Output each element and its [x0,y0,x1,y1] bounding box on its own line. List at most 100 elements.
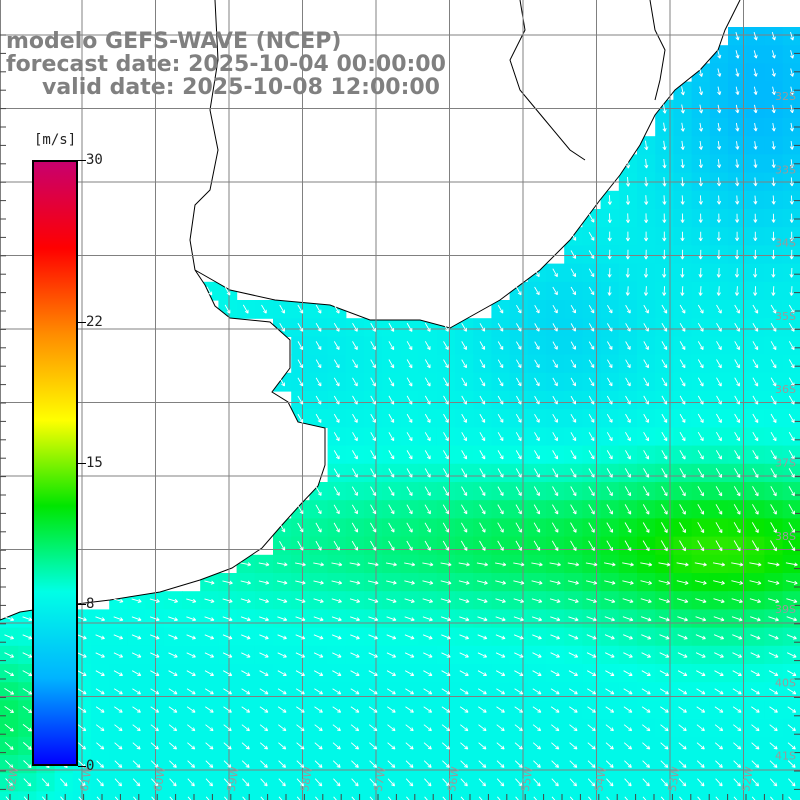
wind-arrow [423,760,432,768]
wind-arrow [132,688,141,695]
wind-arrow [224,286,231,296]
wind-arrow [223,706,232,713]
wind-arrow [699,68,704,77]
wind-arrow [442,778,450,787]
wind-arrow [717,104,722,114]
speed-cell [273,791,292,800]
wind-arrow [788,395,795,405]
wind-arrow [788,431,795,442]
wind-arrow [588,359,595,368]
wind-arrow [479,522,486,533]
wind-arrow [752,395,759,405]
wind-arrow [715,760,723,768]
wind-arrow [461,359,467,369]
wind-arrow [461,468,468,478]
wind-arrow [113,634,124,640]
wind-arrow [787,652,797,658]
wind-arrow [533,760,541,768]
wind-arrow [698,140,703,150]
wind-arrow [387,760,396,768]
wind-arrow [478,706,487,713]
wind-arrow [241,760,250,768]
wind-arrow [698,286,703,296]
wind-arrow [771,86,776,95]
wind-arrow [552,323,558,332]
speed-cell [163,791,183,800]
wind-arrow [242,778,250,787]
wind-arrow [660,724,669,732]
wind-arrow [479,377,486,387]
wind-arrow [497,522,504,533]
wind-arrow [676,598,689,604]
wind-arrow [697,304,704,314]
wind-arrow [753,50,758,59]
wind-arrow [753,31,758,41]
wind-arrow [22,634,33,640]
wind-arrow [186,616,197,622]
wind-arrow [753,195,758,205]
wind-arrow [352,341,358,350]
wind-arrow [552,286,558,296]
speed-cell [728,791,747,800]
wind-arrow [496,742,505,750]
wind-arrow [735,50,740,59]
wind-arrow [588,250,595,259]
speed-cell [254,791,274,800]
wind-arrow [750,634,761,640]
speed-cell [782,518,800,538]
wind-arrow [585,580,598,585]
wind-arrow [333,341,340,350]
wind-arrow [769,778,778,787]
wind-arrow [552,468,559,478]
wind-arrow [276,580,288,585]
wind-arrow [661,377,668,387]
wind-arrow [625,395,631,405]
wind-arrow [78,796,83,800]
wind-arrow [698,122,704,132]
wind-arrow [715,778,723,787]
wind-arrow [679,413,686,423]
wind-arrow [771,50,776,59]
wind-arrow [222,580,233,585]
wind-arrow [607,249,612,260]
wind-arrow [533,778,541,787]
wind-arrow [96,778,104,787]
wind-arrow [552,450,559,460]
wind-arrow [443,377,449,387]
wind-arrow [588,540,595,551]
wind-arrow [495,562,507,567]
wind-arrow [552,432,558,442]
wind-arrow [205,724,214,732]
wind-arrow [625,286,630,296]
wind-arrow [476,562,488,567]
lon-label: 60W [151,766,168,793]
wind-arrow [662,104,667,114]
speed-cell [764,791,784,800]
wind-arrow [186,598,197,603]
wind-arrow [350,616,360,622]
wind-arrow [495,616,506,622]
wind-arrow [497,377,504,387]
wind-arrow [422,634,433,640]
wind-arrow [696,724,705,732]
wind-arrow [588,432,595,442]
valid-date: valid date: 2025-10-08 12:00:00 [42,75,440,100]
speed-cell [782,63,800,83]
wind-arrow [735,104,740,114]
wind-arrow [404,598,415,603]
wind-arrow [167,598,179,603]
wind-arrow [113,598,124,603]
wind-arrow [623,634,633,640]
wind-arrow [516,286,522,296]
wind-arrow [644,195,649,205]
wind-arrow [497,341,504,350]
wind-arrow [60,796,64,800]
wind-arrow [406,322,413,332]
wind-arrow [534,286,540,296]
wind-arrow [241,706,251,713]
lon-label: 61W [78,766,95,793]
wind-arrow [698,104,704,114]
wind-arrow [513,616,524,622]
wind-arrow [370,522,377,533]
wind-arrow [695,616,707,622]
